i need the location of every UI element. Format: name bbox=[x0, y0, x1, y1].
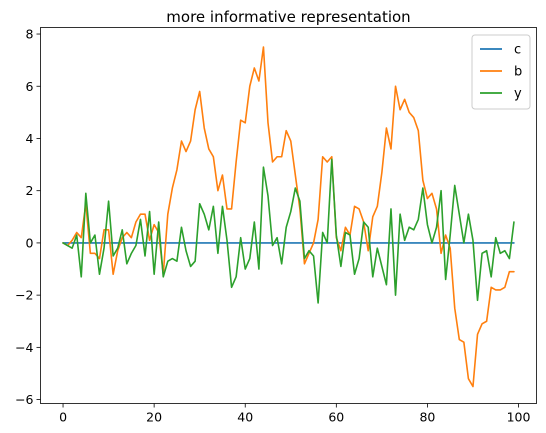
y-tick-label: 4 bbox=[26, 131, 34, 146]
y-tick-label: 8 bbox=[26, 27, 34, 42]
y-tick-label: 6 bbox=[26, 79, 34, 94]
y-tick-label: −4 bbox=[15, 340, 33, 355]
legend-box bbox=[471, 34, 531, 110]
legend: cby bbox=[471, 34, 531, 110]
y-tick-label: −2 bbox=[15, 288, 33, 303]
y-tick-label: −6 bbox=[15, 392, 33, 407]
plot-content bbox=[62, 46, 515, 388]
chart-title: more informative representation bbox=[166, 8, 410, 26]
x-tick-label: 0 bbox=[59, 410, 67, 425]
legend-label-y: y bbox=[514, 87, 522, 102]
y-tick-label: 2 bbox=[26, 183, 34, 198]
x-tick-label: 40 bbox=[237, 410, 253, 425]
series-line-b bbox=[62, 46, 515, 388]
plot-frame bbox=[40, 27, 537, 404]
legend-label-b: b bbox=[514, 65, 522, 80]
x-tick-label: 20 bbox=[146, 410, 162, 425]
x-tick-label: 80 bbox=[419, 410, 435, 425]
legend-label-c: c bbox=[514, 43, 521, 58]
x-tick-label: 100 bbox=[507, 410, 531, 425]
x-axis: 0 20 40 60 80 100 bbox=[59, 403, 531, 425]
x-tick-label: 60 bbox=[328, 410, 344, 425]
y-axis: −6 −4 −2 0 2 4 6 8 bbox=[15, 27, 41, 407]
y-tick-label: 0 bbox=[26, 235, 34, 250]
series-line-y bbox=[62, 158, 515, 304]
